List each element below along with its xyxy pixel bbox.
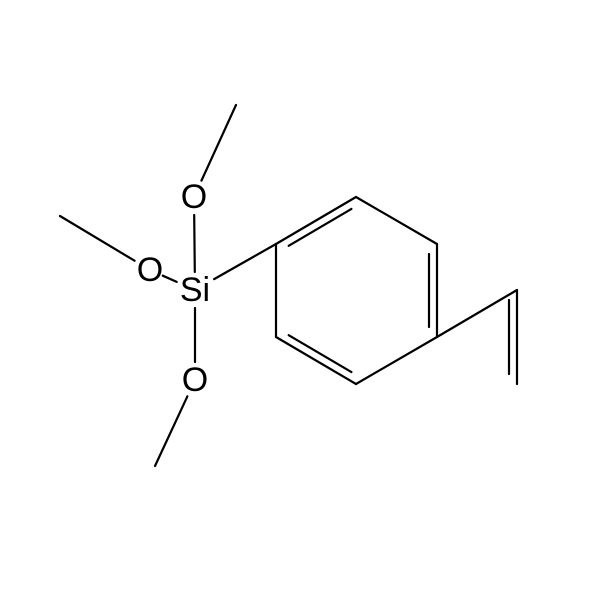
oxygen-atom-label: O	[137, 251, 163, 289]
molecule-diagram: SiOOO	[0, 0, 600, 600]
bond-line	[155, 396, 187, 466]
bond-line	[276, 197, 356, 244]
oxygen-atom-label: O	[182, 361, 208, 399]
bond-line	[276, 337, 356, 384]
bond-line	[60, 216, 135, 261]
bond-line	[289, 209, 352, 246]
bond-line	[201, 105, 236, 181]
oxygen-atom-label: O	[181, 178, 207, 216]
silicon-atom-label: Si	[180, 271, 210, 309]
bond-line	[214, 244, 276, 279]
bond-line	[356, 337, 437, 384]
bond-line	[163, 276, 177, 282]
bond-line	[194, 215, 195, 272]
bond-line	[289, 335, 352, 372]
bond-line	[437, 290, 517, 337]
bond-line	[356, 197, 437, 244]
